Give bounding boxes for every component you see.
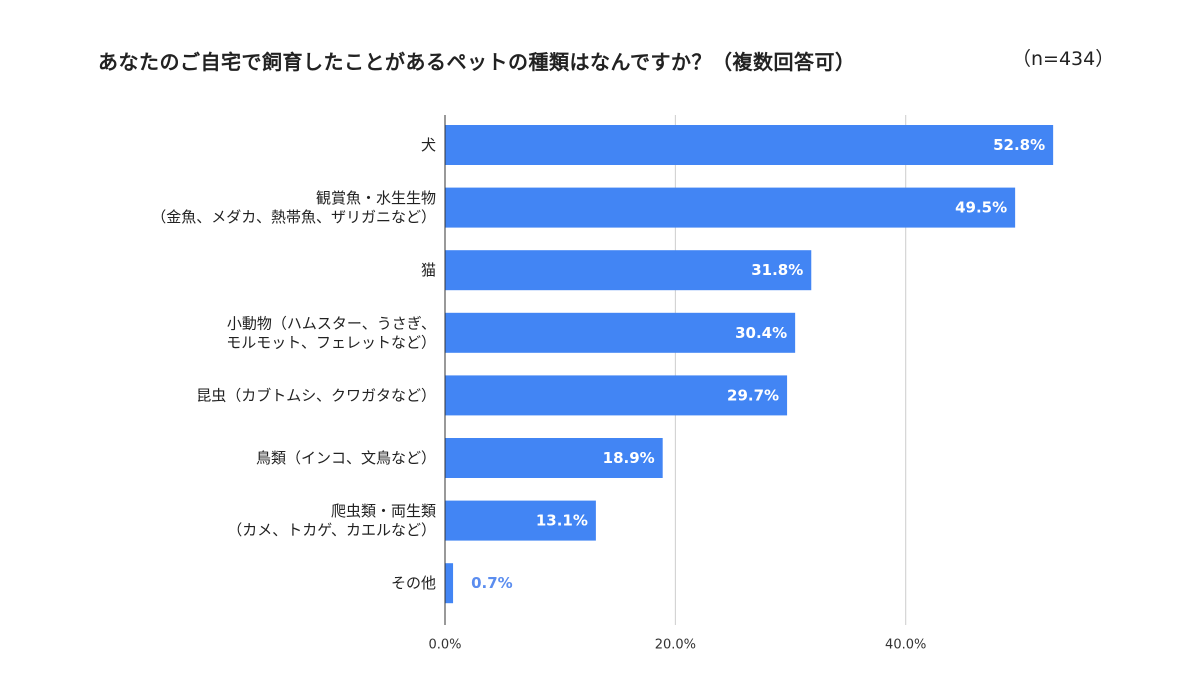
bar-6 bbox=[445, 500, 596, 541]
bar-2 bbox=[445, 250, 812, 291]
bar-0 bbox=[445, 125, 1054, 165]
value-label-6: 13.1% bbox=[536, 512, 588, 530]
value-label-0: 52.8% bbox=[993, 136, 1045, 154]
bar-4 bbox=[445, 375, 788, 416]
category-label-1-1: （金魚、メダカ、熱帯魚、ザリガニなど） bbox=[151, 208, 436, 226]
bar-3 bbox=[445, 312, 796, 353]
category-label-4: 昆虫（カブトムシ、クワガタなど） bbox=[196, 386, 436, 404]
sample-size-label: （n=434） bbox=[1012, 48, 1115, 70]
value-label-7: 0.7% bbox=[471, 574, 513, 592]
bar-7 bbox=[445, 563, 454, 604]
category-label-3-0: 小動物（ハムスター、うさぎ、 bbox=[227, 314, 436, 332]
value-label-4: 29.7% bbox=[727, 386, 779, 404]
chart-title: あなたのご自宅で飼育したことがあるペットの種類はなんですか？（複数回答可） bbox=[98, 50, 856, 74]
category-label-3-1: モルモット、フェレットなど） bbox=[226, 333, 436, 351]
category-label-5: 鳥類（インコ、文鳥など） bbox=[256, 449, 436, 467]
bar-5 bbox=[445, 438, 663, 478]
category-label-6-1: （カメ、トカゲ、カエルなど） bbox=[227, 521, 436, 539]
category-label-1-0: 観賞魚・水生生物 bbox=[316, 189, 436, 207]
value-label-1: 49.5% bbox=[955, 199, 1007, 217]
category-label-2: 猫 bbox=[421, 261, 436, 279]
value-label-3: 30.4% bbox=[735, 324, 787, 342]
x-tick-label-0: 0.0% bbox=[428, 638, 461, 653]
category-label-7: その他 bbox=[391, 574, 436, 592]
category-label-0: 犬 bbox=[421, 136, 436, 154]
value-label-5: 18.9% bbox=[603, 449, 655, 467]
value-label-2: 31.8% bbox=[751, 261, 803, 279]
category-label-6-0: 爬虫類・両生類 bbox=[331, 502, 436, 520]
bar-1 bbox=[445, 187, 1016, 228]
x-tick-label-2: 40.0% bbox=[885, 638, 926, 653]
x-tick-label-1: 20.0% bbox=[655, 638, 696, 653]
